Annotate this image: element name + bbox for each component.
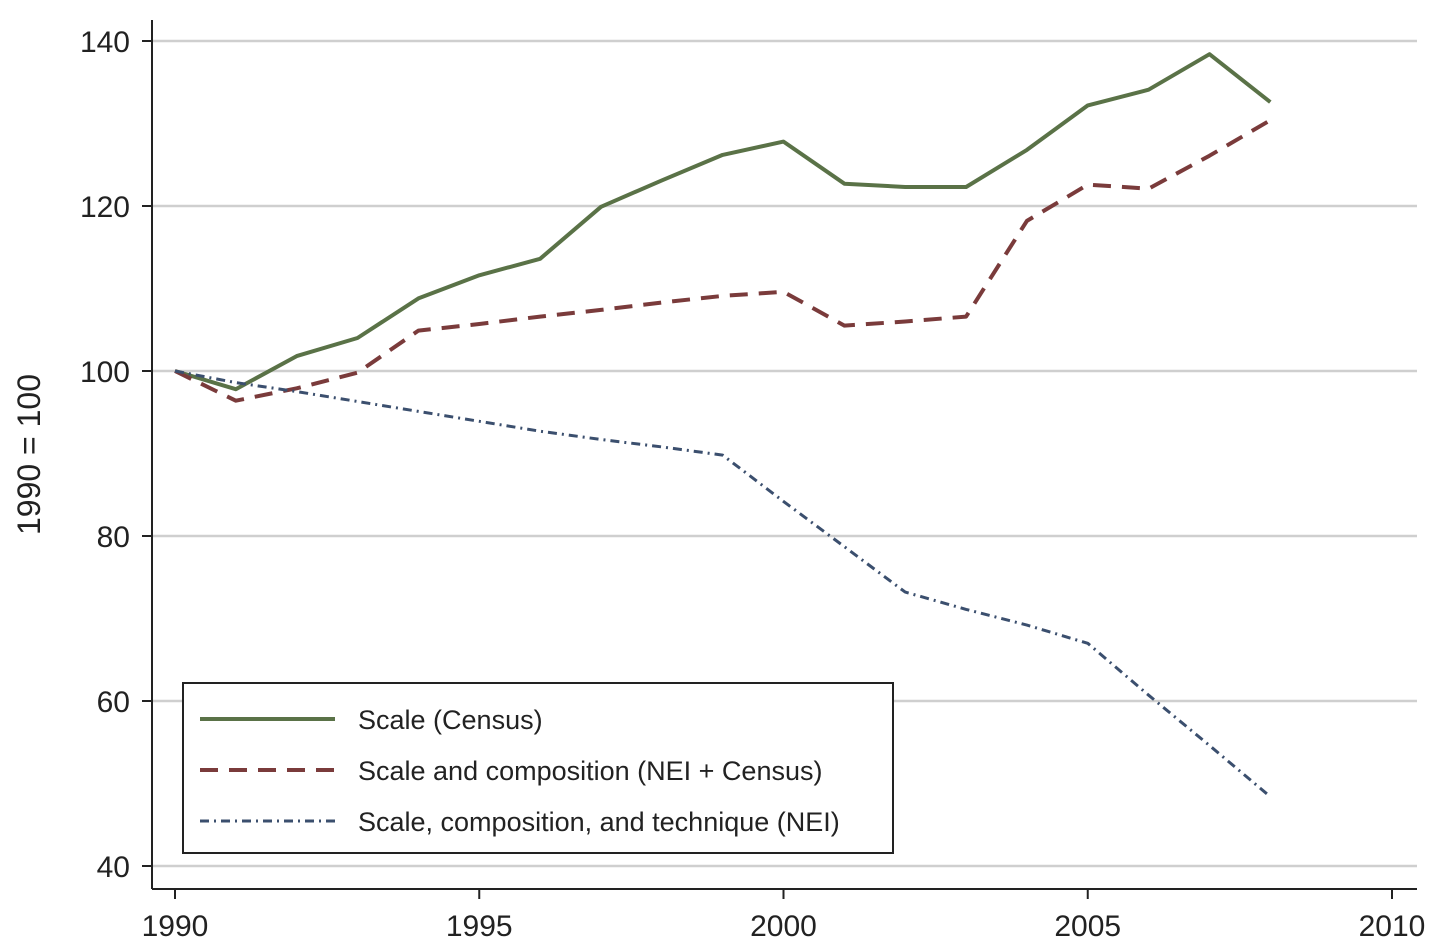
series-line-1 — [174, 52, 1272, 392]
x-tick-label: 2000 — [750, 910, 817, 943]
legend: Scale (Census) Scale and composition (NEI… — [182, 682, 894, 854]
y-axis-ticks: 40 60 80 100 120 140 — [80, 26, 152, 884]
series-line-3 — [174, 369, 1272, 798]
x-tick-label: 1990 — [142, 910, 209, 943]
x-tick-label: 2010 — [1359, 910, 1426, 943]
x-tick-label: 2005 — [1054, 910, 1121, 943]
series-line-2 — [174, 118, 1272, 403]
y-tick-label: 120 — [80, 191, 130, 224]
y-tick-label: 100 — [80, 356, 130, 389]
x-tick-label: 1995 — [446, 910, 513, 943]
legend-label: Scale (Census) — [358, 705, 543, 735]
y-tick-label: 80 — [97, 521, 130, 554]
y-tick-label: 60 — [97, 686, 130, 719]
series-lines — [174, 52, 1272, 798]
legend-label: Scale, composition, and technique (NEI) — [358, 807, 840, 837]
y-tick-label: 40 — [97, 851, 130, 884]
x-axis-ticks: 1990 1995 2000 2005 2010 — [142, 889, 1426, 943]
y-tick-label: 140 — [80, 26, 130, 59]
legend-label: Scale and composition (NEI + Census) — [358, 756, 822, 786]
y-axis-title: 1990 = 100 — [11, 374, 47, 535]
